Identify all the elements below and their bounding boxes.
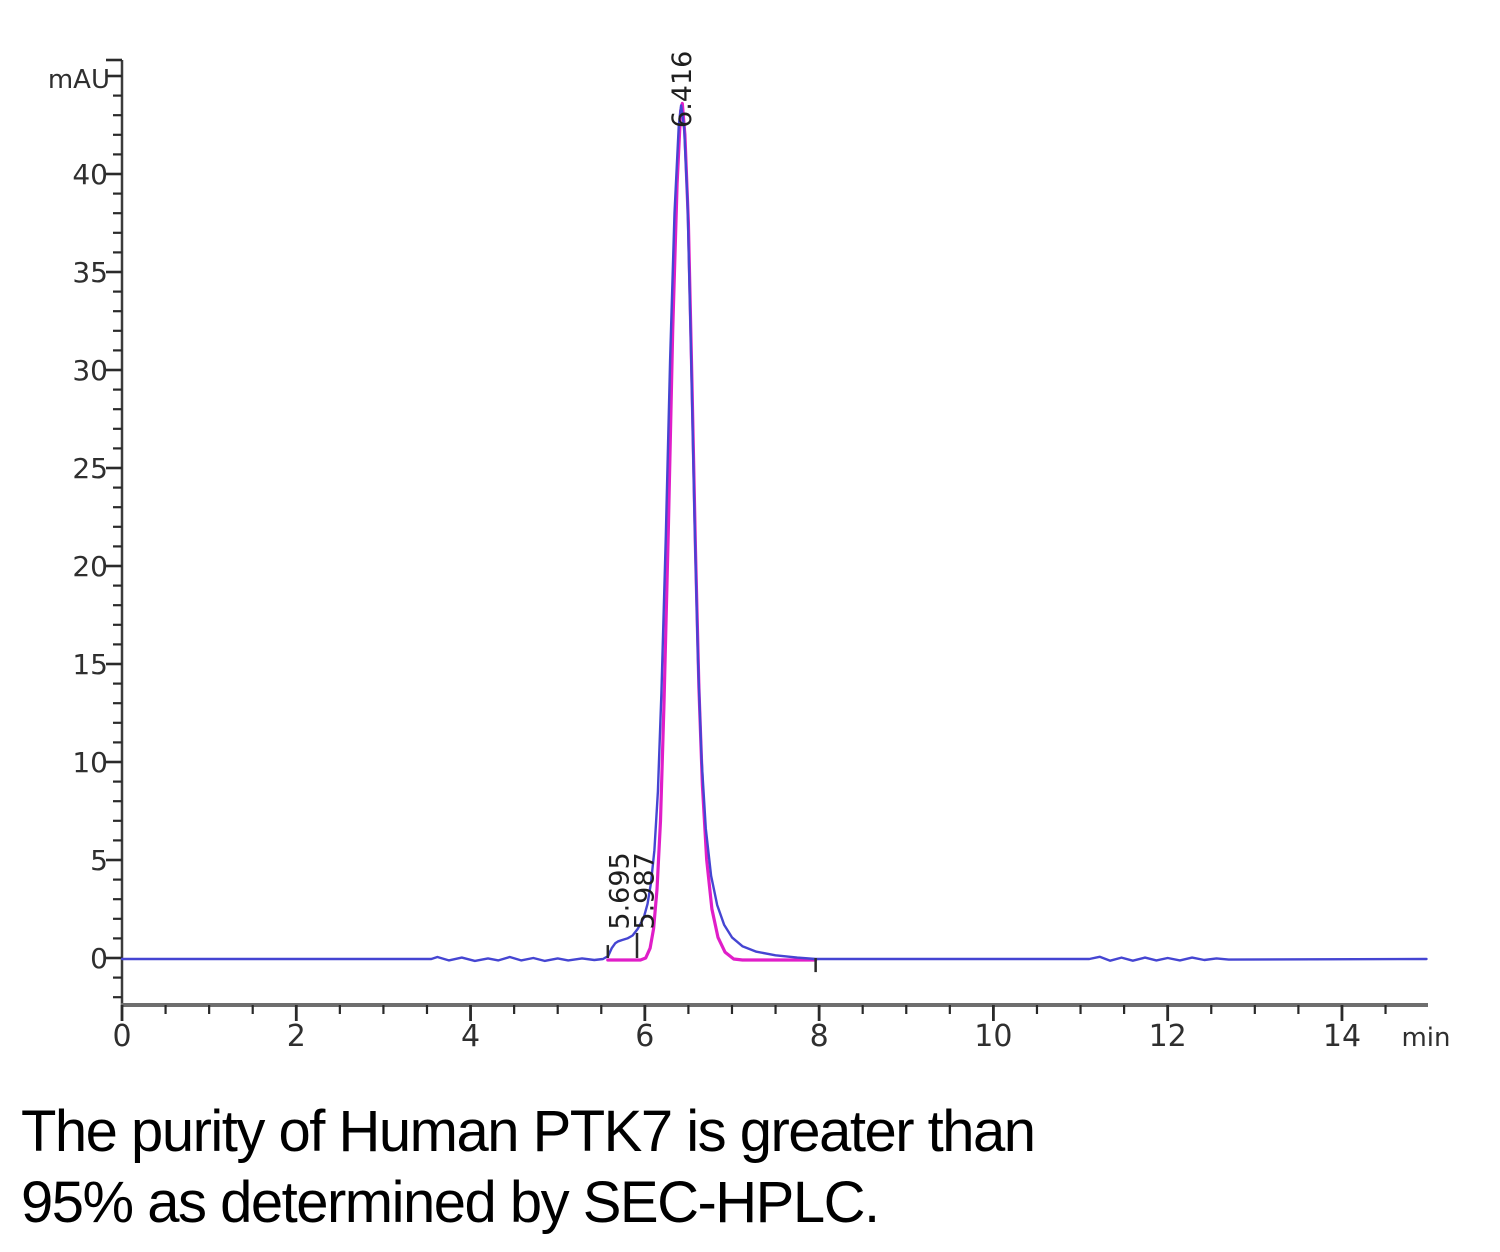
y-tick-label: 10 (72, 746, 108, 779)
figure-caption: The purity of Human PTK7 is greater than… (21, 1096, 1481, 1238)
y-tick-label: 0 (90, 942, 108, 975)
peak-rt-label: 6.416 (667, 51, 698, 128)
y-tick-label: 30 (72, 354, 108, 387)
y-axis-unit-label: mAU (48, 65, 110, 95)
y-tick-label: 40 (72, 158, 108, 191)
y-tick-label: 25 (72, 452, 108, 485)
y-tick-label: 20 (72, 550, 108, 583)
x-axis-unit-label: min (1401, 1023, 1450, 1053)
x-tick-label: 8 (810, 1019, 829, 1054)
y-tick-label: 5 (90, 844, 108, 877)
x-tick-label: 12 (1149, 1019, 1187, 1054)
uv-signal-trace (120, 104, 1428, 963)
x-tick-label: 10 (974, 1019, 1012, 1054)
peak-rt-label: 5.695 (604, 852, 635, 929)
x-tick-label: 6 (635, 1019, 654, 1054)
y-tick-label: 35 (72, 256, 108, 289)
x-tick-label: 0 (112, 1019, 131, 1054)
chromatogram-svg: 0 5 10 15 20 25 30 35 40 0 2 4 6 8 10 12 14 mAU min 5.6955.… (48, 51, 1451, 1054)
x-tick-label: 4 (461, 1019, 480, 1054)
peak-rt-label: 5.987 (630, 852, 661, 929)
caption-line-2: 95% as determined by SEC-HPLC. (21, 1170, 880, 1235)
x-tick-label: 14 (1323, 1019, 1361, 1054)
caption-line-1: The purity of Human PTK7 is greater than (21, 1099, 1036, 1164)
integration-baseline-trace (606, 101, 818, 962)
x-tick-label: 2 (287, 1019, 306, 1054)
y-tick-label: 15 (72, 648, 108, 681)
chromatogram-plot: 0 5 10 15 20 25 30 35 40 0 2 4 6 8 10 12 14 mAU min 5.695 5.… (48, 51, 1451, 1054)
